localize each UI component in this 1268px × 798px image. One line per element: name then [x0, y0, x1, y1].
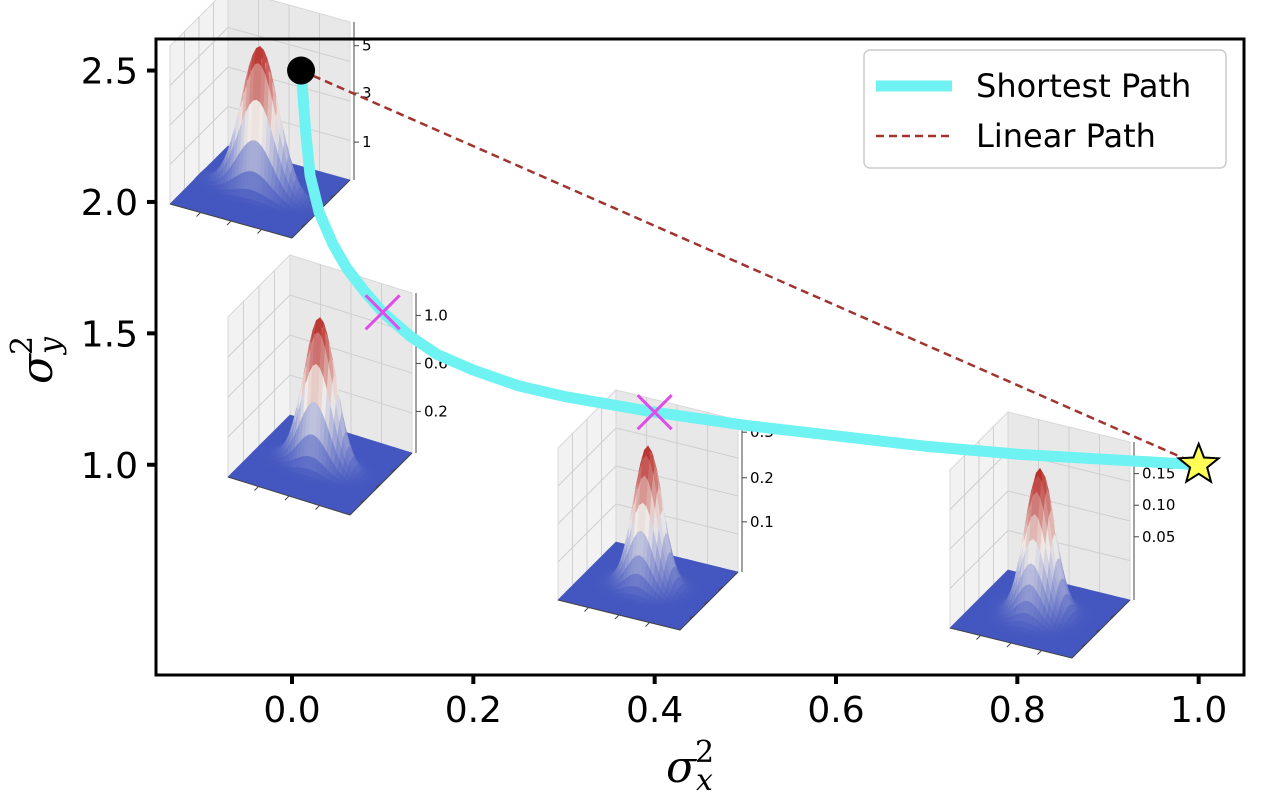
inset-z-tick-label: 1.0 [424, 306, 448, 324]
x-axis-title: σx2 [666, 735, 714, 798]
x-tick-label: 0.8 [989, 690, 1046, 731]
y-tick-label: 2.0 [81, 183, 138, 224]
inset-z-tick-label: 0.15 [1142, 465, 1175, 483]
plot-frame [154, 37, 1246, 677]
cross-marker [364, 294, 401, 331]
inset-z-tick-label: 0.2 [424, 402, 448, 420]
y-tick-label: 1.5 [81, 314, 138, 355]
x-tick-label: 0.2 [445, 690, 502, 731]
inset-z-tick-label: 0.1 [750, 513, 774, 531]
legend-label-shortest-path: Shortest Path [976, 67, 1191, 105]
end-star-marker [1176, 441, 1222, 484]
y-tick-label: 2.5 [81, 52, 138, 93]
start-point-marker [287, 56, 316, 85]
plot-series [295, 65, 1205, 471]
y-axis-title: σy2 [5, 336, 68, 384]
x-tick-label: 0.6 [807, 690, 864, 731]
x-tick-label: 0.4 [626, 690, 683, 731]
inset-cross1: 1.00.60.2 [227, 253, 448, 516]
inset-cross2: 0.30.20.1 [557, 388, 774, 631]
inset-z-tick-label: 0.2 [750, 469, 774, 487]
x-tick-label: 0.0 [263, 690, 320, 731]
plot-markers [287, 56, 1222, 484]
inset-z-tick-label: 0.10 [1142, 496, 1175, 514]
series-line-linear-path [300, 69, 1200, 466]
legend-label-linear-path: Linear Path [976, 117, 1156, 155]
inset-start: 5 3 1 [169, 0, 372, 239]
y-axis-ticks: 1.0 1.5 2.0 2.5 [81, 52, 156, 487]
legend: Shortest Path Linear Path [863, 49, 1227, 169]
inset-z-tick-label: 0.05 [1142, 528, 1175, 546]
legend-box [863, 49, 1227, 169]
inset-z-tick-label: 1 [362, 133, 372, 151]
x-axis-ticks: 0.0 0.2 0.4 0.6 0.8 1.0 [263, 675, 1227, 731]
series-line-shortest-path [295, 65, 1205, 471]
inset-z-tick-label: 5 [362, 37, 372, 55]
inset-z-tick-label: 3 [362, 84, 372, 102]
x-tick-label: 1.0 [1170, 690, 1227, 731]
cross-marker [636, 394, 673, 431]
y-tick-label: 1.0 [81, 446, 138, 487]
